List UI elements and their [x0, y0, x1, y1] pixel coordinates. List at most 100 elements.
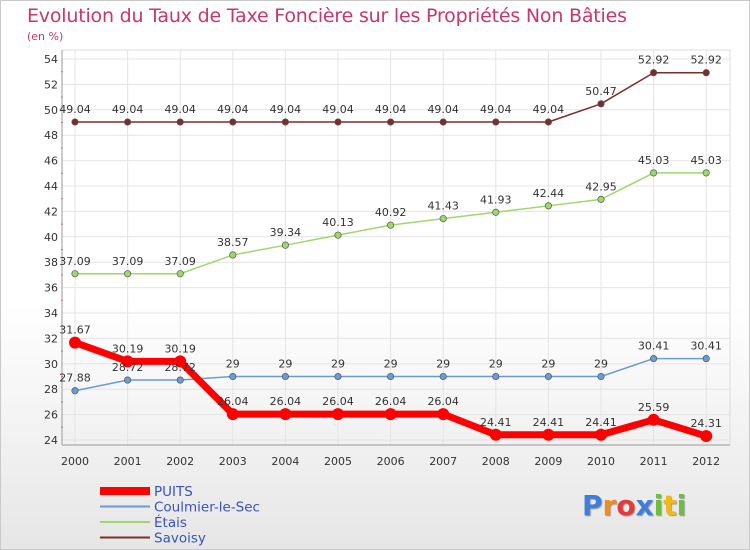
y-tick-label: 24	[44, 434, 58, 447]
x-tick-label: 2004	[271, 455, 299, 468]
x-tick-label: 2010	[587, 455, 615, 468]
data-point	[544, 202, 552, 210]
data-point	[650, 69, 658, 77]
x-tick-label: 2009	[534, 455, 562, 468]
data-label: 49.04	[427, 103, 459, 116]
data-point	[542, 428, 555, 441]
data-label: 30.41	[690, 340, 722, 353]
data-label: 26.04	[322, 395, 354, 408]
data-label: 52.92	[638, 54, 670, 67]
data-label: 28.72	[112, 361, 144, 374]
x-tick-label: 2012	[692, 455, 720, 468]
data-point	[332, 408, 344, 421]
logo-letter: r	[602, 489, 617, 522]
data-label: 28.72	[164, 361, 196, 374]
data-point	[384, 408, 397, 421]
y-tick-label: 34	[44, 307, 58, 320]
data-label: 49.04	[375, 103, 407, 116]
data-point	[492, 208, 500, 216]
data-point	[650, 355, 658, 363]
data-label: 25.59	[638, 401, 670, 414]
data-label: 49.04	[59, 103, 91, 116]
data-label: 42.95	[585, 180, 617, 193]
data-label: 24.41	[533, 416, 565, 429]
data-label: 30.19	[112, 342, 144, 355]
data-point	[702, 69, 710, 77]
data-label: 29	[594, 358, 608, 371]
data-point	[71, 118, 79, 126]
data-point	[439, 118, 447, 126]
data-label: 24.41	[480, 416, 512, 429]
data-point	[597, 372, 605, 381]
data-point	[492, 118, 500, 126]
chart-unit: (en %)	[27, 30, 64, 43]
data-label: 50.47	[585, 85, 617, 98]
data-point	[702, 169, 710, 177]
y-tick-label: 42	[44, 205, 58, 218]
x-tick-label: 2003	[219, 455, 247, 468]
data-point	[544, 118, 552, 126]
x-tick-label: 2001	[114, 455, 142, 468]
legend-label: PUITS	[154, 484, 193, 500]
data-point	[334, 372, 342, 381]
data-label: 49.04	[322, 103, 354, 116]
data-point	[702, 355, 710, 363]
data-point	[544, 372, 552, 381]
y-tick-label: 32	[44, 332, 58, 345]
data-label: 27.88	[59, 372, 91, 385]
x-tick-label: 2007	[429, 455, 457, 468]
data-label: 45.03	[690, 154, 722, 167]
data-label: 29	[278, 358, 292, 371]
x-tick-label: 2008	[482, 455, 510, 468]
data-label: 37.09	[59, 255, 91, 268]
data-label: 31.67	[59, 324, 91, 337]
x-tick-label: 2000	[61, 455, 89, 468]
y-tick-label: 28	[44, 383, 58, 396]
y-tick-label: 36	[44, 282, 58, 295]
data-point	[387, 221, 395, 229]
data-label: 38.57	[217, 236, 249, 249]
x-tick-label: 2011	[640, 455, 668, 468]
data-point	[281, 372, 289, 381]
y-tick-label: 38	[44, 256, 58, 269]
legend-label: Coulmier-le-Sec	[154, 500, 260, 516]
data-point	[69, 336, 81, 349]
data-label: 29	[384, 358, 398, 371]
y-tick-label: 26	[44, 409, 58, 422]
data-point	[489, 428, 502, 441]
data-point	[229, 372, 237, 381]
data-point	[439, 372, 447, 381]
data-label: 39.34	[270, 226, 302, 239]
data-point	[71, 270, 79, 278]
data-point	[226, 408, 239, 421]
y-tick-label: 54	[44, 53, 58, 66]
logo-letter: i	[653, 489, 664, 522]
data-label: 26.04	[217, 395, 249, 408]
data-point	[279, 408, 292, 421]
data-point	[597, 195, 605, 203]
logo-letter: x	[635, 489, 654, 522]
y-tick-label: 40	[44, 231, 58, 244]
logo-letter: i	[676, 489, 687, 522]
data-point	[176, 270, 184, 278]
data-label: 41.43	[427, 200, 459, 213]
legend-label: Savoisy	[154, 531, 206, 547]
data-point	[281, 241, 289, 249]
data-point	[281, 118, 289, 126]
data-point	[229, 251, 237, 259]
data-point	[176, 118, 184, 126]
data-point	[439, 215, 447, 223]
data-label: 49.04	[112, 103, 144, 116]
data-label: 49.04	[270, 103, 302, 116]
data-label: 49.04	[217, 103, 249, 116]
x-tick-label: 2002	[166, 455, 194, 468]
data-point	[647, 413, 660, 426]
data-point	[437, 408, 450, 421]
y-tick-label: 46	[44, 155, 58, 168]
data-label: 29	[541, 358, 555, 371]
data-point	[124, 270, 132, 278]
y-tick-label: 48	[44, 129, 58, 142]
data-point	[176, 376, 184, 384]
data-label: 24.41	[585, 416, 617, 429]
